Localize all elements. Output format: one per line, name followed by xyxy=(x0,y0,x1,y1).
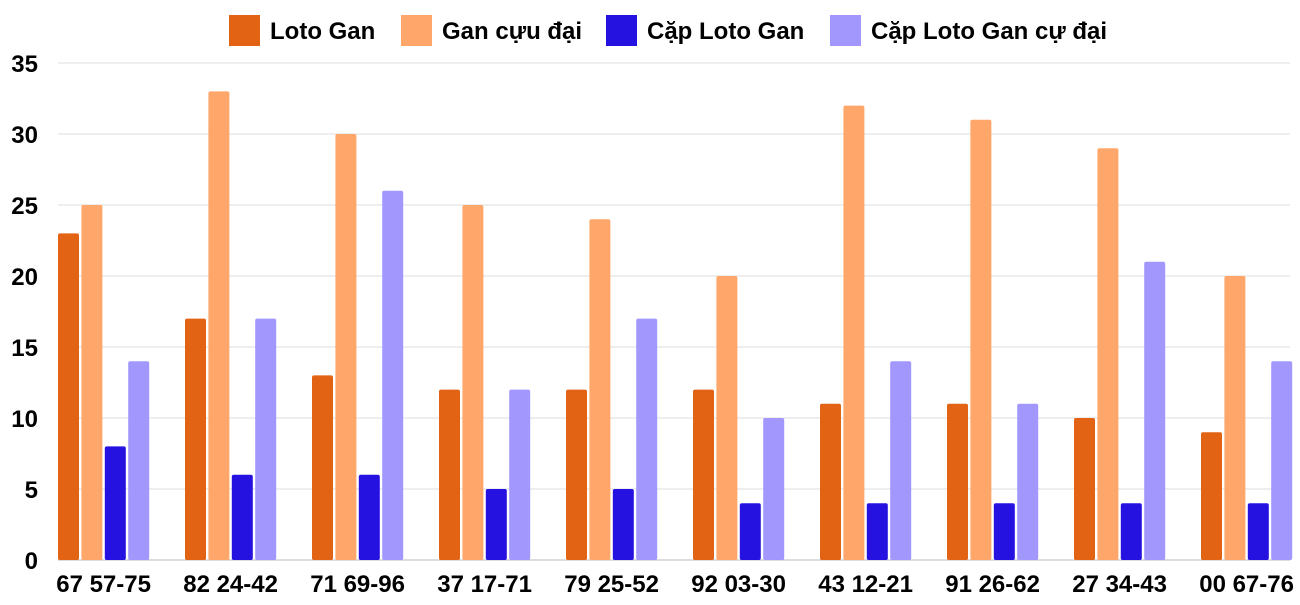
y-tick-label: 5 xyxy=(25,477,38,504)
x-tick-label: 79 25-52 xyxy=(564,571,659,598)
y-tick-label: 35 xyxy=(11,51,38,78)
bar-loto-gan-4 xyxy=(566,389,587,560)
bar-cặp-loto-gan-cự-đại-1 xyxy=(255,318,277,560)
bar-gan-cựu-đại-6 xyxy=(843,105,865,560)
bar-cặp-loto-gan-cự-đại-9 xyxy=(1271,361,1293,560)
legend-label: Gan cựu đại xyxy=(442,18,582,45)
bar-cặp-loto-gan-3 xyxy=(485,489,507,560)
legend-item: Loto Gan xyxy=(229,15,375,46)
bar-gan-cựu-đại-0 xyxy=(81,205,103,560)
bar-gan-cựu-đại-1 xyxy=(208,91,230,561)
bar-cặp-loto-gan-9 xyxy=(1247,503,1269,560)
x-tick-label: 00 67-76 xyxy=(1199,571,1294,598)
legend-item: Gan cựu đại xyxy=(401,15,582,46)
bar-loto-gan-2 xyxy=(312,375,333,560)
legend-swatch xyxy=(830,15,861,46)
bar-loto-gan-0 xyxy=(58,233,79,560)
bar-loto-gan-6 xyxy=(820,403,841,560)
bar-cặp-loto-gan-4 xyxy=(612,489,634,560)
bar-cặp-loto-gan-8 xyxy=(1120,503,1142,560)
x-tick-label: 82 24-42 xyxy=(183,571,278,598)
bar-cặp-loto-gan-cự-đại-5 xyxy=(763,418,785,560)
bar-cặp-loto-gan-7 xyxy=(993,503,1015,560)
y-tick-label: 0 xyxy=(25,548,38,575)
bar-cặp-loto-gan-cự-đại-8 xyxy=(1144,261,1166,560)
x-tick-label: 27 34-43 xyxy=(1072,571,1167,598)
bar-gan-cựu-đại-4 xyxy=(589,219,611,560)
y-tick-label: 20 xyxy=(11,264,38,291)
x-tick-label: 43 12-21 xyxy=(818,571,913,598)
bar-loto-gan-9 xyxy=(1201,432,1222,560)
y-axis-ticks: 0 5 10 15 20 25 30 35 xyxy=(11,51,38,575)
bar-cặp-loto-gan-cự-đại-6 xyxy=(890,361,912,560)
bar-cặp-loto-gan-6 xyxy=(866,503,888,560)
bar-cặp-loto-gan-cự-đại-2 xyxy=(382,190,404,561)
legend-swatch xyxy=(229,15,260,46)
legend-swatch xyxy=(606,15,637,46)
y-tick-label: 15 xyxy=(11,335,38,362)
x-tick-label: 92 03-30 xyxy=(691,571,786,598)
bars xyxy=(58,91,1293,561)
bar-cặp-loto-gan-1 xyxy=(231,474,253,560)
bar-cặp-loto-gan-5 xyxy=(739,503,761,560)
bar-cặp-loto-gan-0 xyxy=(104,446,126,560)
legend-label: Cặp Loto Gan cự đại xyxy=(871,18,1107,45)
bar-gan-cựu-đại-5 xyxy=(716,276,738,560)
bar-gan-cựu-đại-9 xyxy=(1224,276,1246,560)
bar-cặp-loto-gan-2 xyxy=(358,474,380,560)
legend: Loto Gan Gan cựu đại Cặp Loto Gan Cặp Loto … xyxy=(229,15,1107,46)
x-tick-label: 67 57-75 xyxy=(56,571,151,598)
y-tick-label: 10 xyxy=(11,406,38,433)
legend-item: Cặp Loto Gan cự đại xyxy=(830,15,1107,46)
bar-loto-gan-8 xyxy=(1074,418,1095,560)
bar-loto-gan-3 xyxy=(439,389,460,560)
bar-cặp-loto-gan-cự-đại-0 xyxy=(128,361,150,560)
x-tick-label: 91 26-62 xyxy=(945,571,1040,598)
legend-label: Loto Gan xyxy=(270,18,375,45)
bar-cặp-loto-gan-cự-đại-3 xyxy=(509,389,531,560)
bar-gan-cựu-đại-3 xyxy=(462,205,484,560)
x-tick-label: 37 17-71 xyxy=(437,571,532,598)
legend-item: Cặp Loto Gan xyxy=(606,15,804,46)
x-tick-label: 71 69-96 xyxy=(310,571,405,598)
x-axis-ticks: 67 57-75 82 24-42 71 69-96 37 17-71 79 25-52… xyxy=(56,571,1294,598)
y-tick-label: 30 xyxy=(11,122,38,149)
legend-swatch xyxy=(401,15,432,46)
bar-loto-gan-5 xyxy=(693,389,714,560)
y-tick-label: 25 xyxy=(11,193,38,220)
bar-gan-cựu-đại-7 xyxy=(970,119,992,561)
legend-label: Cặp Loto Gan xyxy=(647,18,804,45)
bar-gan-cựu-đại-2 xyxy=(335,134,357,560)
bar-gan-cựu-đại-8 xyxy=(1097,148,1119,560)
bar-cặp-loto-gan-cự-đại-7 xyxy=(1017,403,1039,560)
bar-loto-gan-1 xyxy=(185,318,206,560)
bar-cặp-loto-gan-cự-đại-4 xyxy=(636,318,658,560)
bar-loto-gan-7 xyxy=(947,403,968,560)
